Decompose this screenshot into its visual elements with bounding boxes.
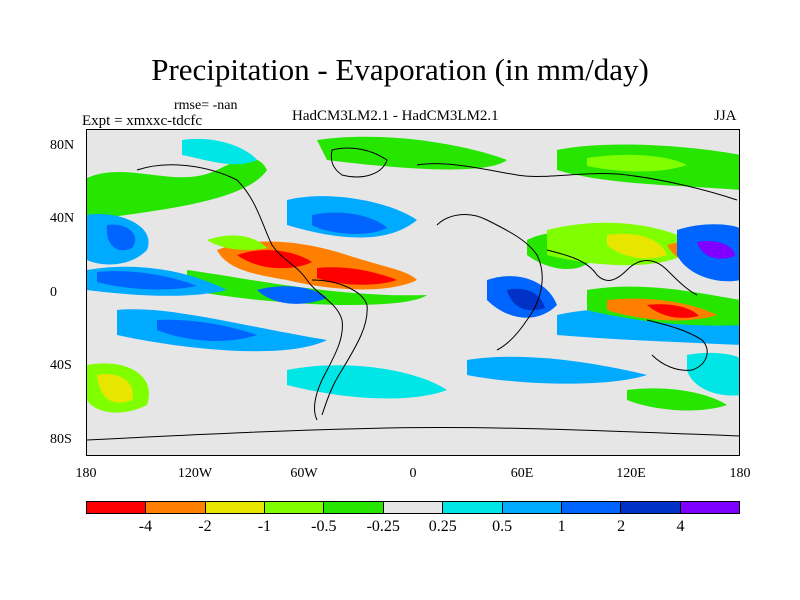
colorbar-swatch bbox=[87, 502, 147, 513]
lat-tick-label: 0 bbox=[50, 285, 57, 300]
lat-tick-label: 40N bbox=[50, 211, 75, 226]
colorbar-label: -1 bbox=[257, 518, 272, 535]
colorbar-swatch bbox=[680, 502, 739, 513]
lon-tick-label: 180 bbox=[729, 466, 751, 481]
colorbar-swatch bbox=[205, 502, 266, 513]
colorbar-label: -0.5 bbox=[311, 518, 337, 535]
colorbar-label: 0.5 bbox=[492, 518, 513, 535]
colorbar-swatch bbox=[443, 502, 503, 513]
lat-tick-label: 80S bbox=[50, 432, 72, 447]
experiment-label: Expt = xmxxc-tdcfc bbox=[82, 113, 203, 129]
colorbar-swatch bbox=[621, 502, 681, 513]
lat-tick-label: 80N bbox=[50, 138, 75, 153]
colorbar-label: 1 bbox=[557, 518, 566, 535]
lon-tick-label: 60E bbox=[510, 466, 534, 481]
colorbar-label: 4 bbox=[676, 518, 685, 535]
rmse-label: rmse= -nan bbox=[174, 98, 238, 113]
colorbar-label: 2 bbox=[617, 518, 626, 535]
colorbar bbox=[86, 501, 740, 514]
world-map bbox=[86, 129, 740, 456]
colorbar-swatch bbox=[561, 502, 622, 513]
colorbar-label: 0.25 bbox=[428, 518, 457, 535]
colorbar-swatch bbox=[146, 502, 206, 513]
lon-tick-label: 0 bbox=[409, 466, 417, 481]
colorbar-swatch bbox=[383, 502, 444, 513]
colorbar-swatch bbox=[324, 502, 384, 513]
model-label: HadCM3LM2.1 - HadCM3LM2.1 bbox=[292, 108, 499, 124]
map-canvas bbox=[87, 130, 739, 455]
colorbar-swatch bbox=[265, 502, 325, 513]
lon-tick-label: 180 bbox=[75, 466, 97, 481]
lon-tick-label: 120E bbox=[616, 466, 646, 481]
colorbar-label: -4 bbox=[138, 518, 153, 535]
season-label: JJA bbox=[714, 108, 737, 124]
colorbar-label: -0.25 bbox=[366, 518, 400, 535]
lon-tick-label: 60W bbox=[290, 466, 318, 481]
lon-tick-label: 120W bbox=[177, 466, 213, 481]
colorbar-swatch bbox=[502, 502, 562, 513]
lat-tick-label: 40S bbox=[50, 358, 72, 373]
colorbar-label: -2 bbox=[198, 518, 212, 535]
plot-title: Precipitation - Evaporation (in mm/day) bbox=[151, 52, 649, 87]
